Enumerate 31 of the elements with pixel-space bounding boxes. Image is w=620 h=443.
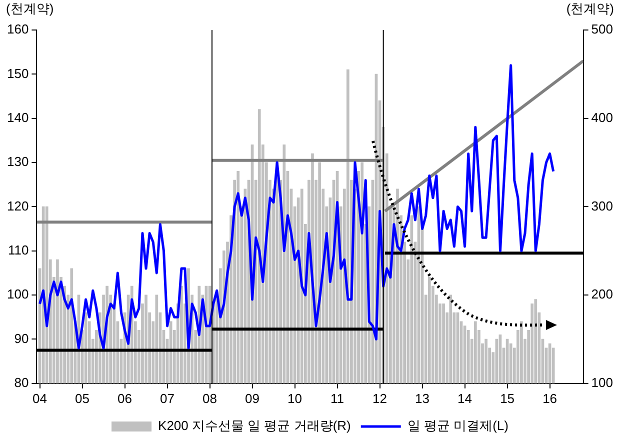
x-tick-label: 05 [75, 390, 90, 406]
y2-tick-label: 200 [591, 286, 614, 302]
y-axis-title: (천계약) [6, 1, 54, 16]
y-tick-label: 140 [6, 110, 29, 125]
x-tick-label: 15 [500, 390, 515, 406]
x-tick-label: 07 [160, 390, 175, 406]
x-tick-label: 09 [245, 390, 260, 406]
y2-tick-label: 500 [591, 22, 614, 37]
y2-tick-label: 300 [591, 198, 614, 214]
y-tick-label: 120 [6, 198, 29, 214]
x-tick-label: 06 [118, 390, 132, 406]
y-tick-label: 80 [14, 374, 29, 390]
x-tick-label: 12 [372, 390, 388, 406]
y-tick-label: 90 [14, 330, 29, 346]
x-tick-label: 16 [542, 390, 558, 406]
legend-label: K200 지수선물 일 평균 거래량(R) [158, 418, 351, 434]
x-tick-label: 11 [330, 390, 344, 406]
y-tick-label: 130 [6, 154, 29, 170]
y-tick-label: 160 [6, 22, 29, 37]
x-tick-label: 04 [32, 390, 47, 406]
x-tick-label: 08 [202, 390, 218, 406]
x-tick-label: 14 [458, 390, 472, 406]
y-tick-label: 100 [6, 286, 29, 302]
legend-label: 일 평균 미결제(L) [407, 418, 508, 434]
x-tick-label: 10 [288, 390, 302, 406]
y-tick-label: 150 [6, 66, 29, 81]
y2-tick-label: 400 [591, 110, 614, 125]
y2-axis-title: (천계약) [566, 1, 614, 16]
y2-tick-label: 100 [591, 374, 614, 390]
y-tick-label: 110 [8, 242, 29, 258]
x-tick-label: 13 [415, 390, 430, 406]
